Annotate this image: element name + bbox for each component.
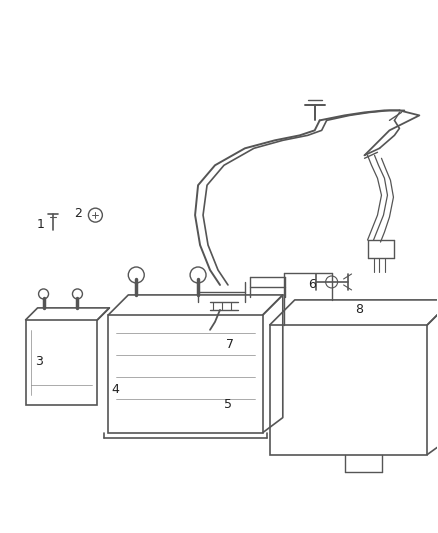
- Text: 4: 4: [111, 383, 119, 396]
- Bar: [25, 320, 97, 405]
- Text: 6: 6: [308, 278, 316, 292]
- Text: 2: 2: [74, 207, 82, 220]
- Bar: [108, 315, 263, 433]
- Bar: [270, 325, 427, 455]
- Text: 8: 8: [356, 303, 364, 317]
- Text: 3: 3: [35, 356, 42, 368]
- Text: 1: 1: [37, 217, 45, 231]
- Text: 5: 5: [224, 398, 232, 411]
- Text: 7: 7: [226, 338, 234, 351]
